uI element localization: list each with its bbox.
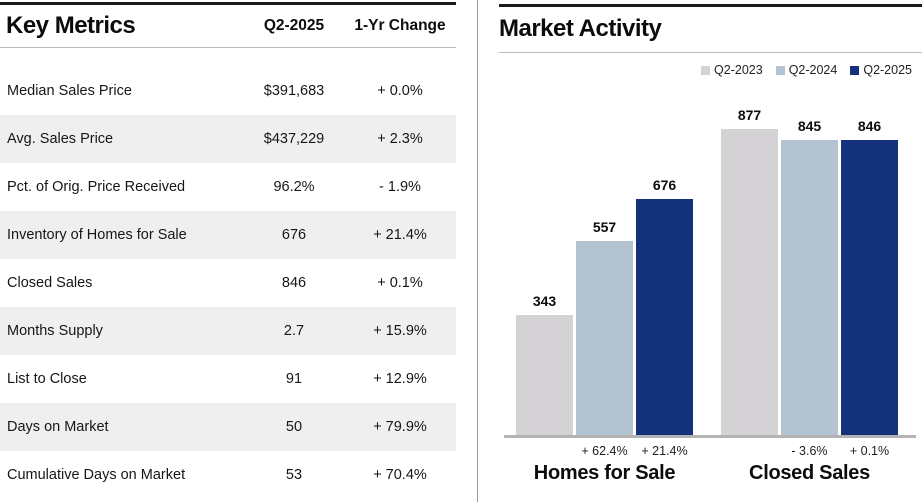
table-row: Inventory of Homes for Sale 676 + 21.4% [0, 211, 456, 259]
bar-group: 343 557 676 [516, 177, 693, 435]
legend-swatch-icon [775, 65, 785, 75]
category-labels-row: Homes for Sale Closed Sales [516, 462, 922, 485]
bar-value-label: 676 [652, 177, 677, 193]
metric-label: Months Supply [7, 323, 103, 339]
bar-change-label [516, 444, 573, 458]
legend-item-q2-2024: Q2-2024 [775, 63, 838, 77]
metric-change: + 70.4% [373, 467, 427, 483]
metric-change: + 0.1% [377, 275, 423, 291]
bar-change-label: + 0.1% [849, 444, 890, 458]
legend-swatch-icon [701, 65, 711, 75]
metric-change: + 2.3% [377, 131, 423, 147]
bar-chart: 343 557 676 877 845 846 [516, 105, 922, 435]
table-row: Cumulative Days on Market 53 + 70.4% [0, 451, 456, 499]
legend-swatch-icon [850, 65, 860, 75]
bar-change-label: + 21.4% [641, 444, 688, 458]
metric-value: 676 [281, 227, 307, 243]
bar-value-label: 343 [532, 293, 557, 309]
table-row: Closed Sales 846 + 0.1% [0, 259, 456, 307]
bar-value-label: 877 [737, 107, 762, 123]
metric-label: Inventory of Homes for Sale [7, 227, 187, 243]
metric-label: Days on Market [7, 419, 109, 435]
x-axis-line [504, 435, 916, 438]
table-header-row: Key Metrics Q2-2025 1-Yr Change [0, 2, 456, 48]
table-row: Pct. of Orig. Price Received 96.2% - 1.9… [0, 163, 456, 211]
key-metrics-table: Key Metrics Q2-2025 1-Yr Change Median S… [0, 2, 456, 499]
market-activity-panel: Market Activity Q2-2023 Q2-2024 Q2-2025 … [478, 0, 922, 502]
bar-Q2-2023-Closed Sales: 877 [721, 107, 778, 435]
category-label: Closed Sales [749, 462, 870, 484]
bar-Q2-2023-Homes for Sale: 343 [516, 293, 573, 435]
change-annotations-row: + 62.4% + 21.4% - 3.6% + 0.1% [516, 444, 922, 458]
table-row: List to Close 91 + 12.9% [0, 355, 456, 403]
bar-value-label: 846 [857, 118, 882, 134]
bar-change-label [721, 444, 778, 458]
metric-label: Avg. Sales Price [7, 131, 114, 147]
chart-legend: Q2-2023 Q2-2024 Q2-2025 [499, 63, 922, 77]
metric-change: + 0.0% [377, 83, 423, 99]
metric-change: + 79.9% [373, 419, 427, 435]
bar-value-label: 845 [797, 118, 822, 134]
metric-change: - 1.9% [379, 179, 421, 195]
bar-value-label: 557 [592, 219, 617, 235]
metric-change: + 21.4% [373, 227, 427, 243]
bar-Q2-2025-Homes for Sale: 676 [636, 177, 693, 435]
column-header-q2-2025: Q2-2025 [263, 17, 325, 34]
annot-group: + 62.4% + 21.4% [516, 444, 693, 458]
metric-label: List to Close [7, 371, 87, 387]
key-metrics-title: Key Metrics [6, 12, 136, 39]
column-header-1yr-change: 1-Yr Change [354, 17, 446, 34]
legend-label: Q2-2025 [863, 63, 912, 77]
table-body: Median Sales Price $391,683 + 0.0% Avg. … [0, 67, 456, 499]
chart-header: Market Activity [499, 4, 922, 53]
bar-Q2-2024-Homes for Sale: 557 [576, 219, 633, 435]
market-activity-title: Market Activity [499, 15, 662, 42]
metric-value: 846 [281, 275, 307, 291]
category-label: Homes for Sale [533, 462, 676, 484]
annot-group: - 3.6% + 0.1% [721, 444, 898, 458]
metric-change: + 15.9% [373, 323, 427, 339]
metric-label: Closed Sales [7, 275, 93, 291]
legend-item-q2-2025: Q2-2025 [850, 63, 912, 77]
legend-item-q2-2023: Q2-2023 [701, 63, 763, 77]
metric-value: 50 [285, 419, 303, 435]
metric-value: $437,229 [263, 131, 325, 147]
bar-change-label: + 62.4% [581, 444, 628, 458]
bar-Q2-2025-Closed Sales: 846 [841, 118, 898, 435]
legend-label: Q2-2024 [788, 63, 838, 77]
metric-label: Cumulative Days on Market [7, 467, 186, 483]
key-metrics-panel: Key Metrics Q2-2025 1-Yr Change Median S… [0, 0, 478, 502]
metric-value: $391,683 [263, 83, 325, 99]
metric-change: + 12.9% [373, 371, 427, 387]
metric-label: Median Sales Price [7, 83, 132, 99]
bar-group: 877 845 846 [721, 107, 898, 435]
metric-label: Pct. of Orig. Price Received [7, 179, 186, 195]
metric-value: 53 [285, 467, 303, 483]
table-row: Avg. Sales Price $437,229 + 2.3% [0, 115, 456, 163]
table-row: Days on Market 50 + 79.9% [0, 403, 456, 451]
table-row: Median Sales Price $391,683 + 0.0% [0, 67, 456, 115]
bar-Q2-2024-Closed Sales: 845 [781, 118, 838, 435]
table-row: Months Supply 2.7 + 15.9% [0, 307, 456, 355]
legend-label: Q2-2023 [714, 63, 763, 77]
bar-change-label: - 3.6% [791, 444, 828, 458]
metric-value: 96.2% [273, 179, 315, 195]
metric-value: 2.7 [283, 323, 305, 339]
metric-value: 91 [285, 371, 303, 387]
